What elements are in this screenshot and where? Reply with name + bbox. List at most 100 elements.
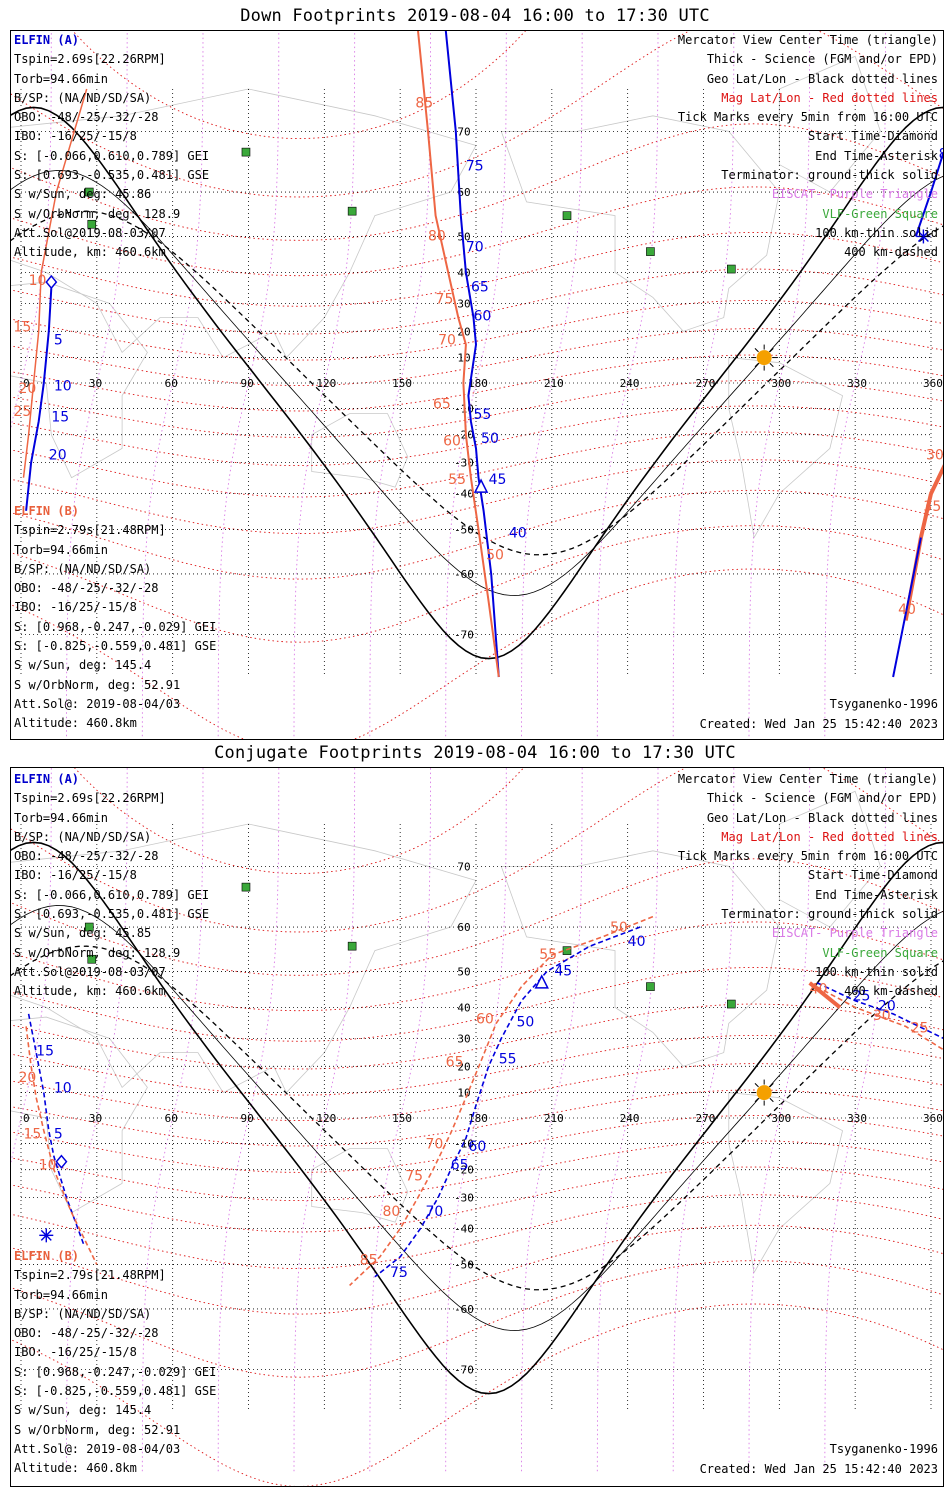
info-line: S: [0.968,-0.247,-0.029] GEI xyxy=(14,619,217,634)
lon-tick-label: 240 xyxy=(620,1112,640,1125)
mag-lon-line xyxy=(521,31,583,737)
elfin-b-track-left xyxy=(22,88,88,478)
vlf-station-marker xyxy=(347,941,357,951)
info-line: S w/OrbNorm, deg: 128.9 xyxy=(14,206,181,221)
elfin-a-tick-label: 75 xyxy=(390,1265,408,1281)
sun-ray xyxy=(754,1083,759,1088)
elfin-b-tick-label: 50 xyxy=(610,920,628,936)
sun-icon xyxy=(751,1079,778,1106)
mag-lat-line xyxy=(11,1115,943,1173)
vlf-station-marker xyxy=(84,922,94,932)
terminator-100km xyxy=(11,170,943,596)
info-line: B/SP: (NA/ND/SD/SA) xyxy=(14,561,152,576)
info-line: S w/OrbNorm, deg: 128.9 xyxy=(14,945,181,960)
mag-lon-line xyxy=(748,31,811,737)
elfin-b-tick-label: 40 xyxy=(898,602,916,618)
sun-disk xyxy=(756,350,772,366)
lat-tick-label: 30 xyxy=(457,1032,470,1045)
legend-item: Thick - Science (FGM and/or EPD) xyxy=(706,52,938,67)
lon-tick-label: 180 xyxy=(468,377,488,390)
elfin-a-tick-label: 20 xyxy=(878,999,896,1015)
lat-tick-label: 70 xyxy=(457,860,470,873)
elfin-b-tick-label: 15 xyxy=(24,1126,42,1142)
mag-lon-line xyxy=(217,31,280,737)
elfin-a-tick-label: 45 xyxy=(489,472,507,488)
end-asterisk xyxy=(917,230,929,242)
landmass-outline xyxy=(311,1148,409,1223)
legend: Mercator View Center Time (triangle) Thi… xyxy=(678,770,938,1002)
elfin-b-tick-label: 55 xyxy=(448,472,466,488)
info-line: Torb=94.66min xyxy=(14,810,108,825)
info-line: Tspin=2.69s[22.26RPM] xyxy=(14,52,166,67)
lat-tick-label: -50 xyxy=(454,524,474,537)
lon-tick-label: 330 xyxy=(847,377,867,390)
mag-lat-line xyxy=(11,123,943,241)
center-triangle xyxy=(473,478,489,493)
info-line: S w/Sun, deg: 45.86 xyxy=(14,187,152,202)
info-line: Att.Sol@2019-08-03/07 xyxy=(14,964,166,979)
elfin-b-tick-label: 30 xyxy=(926,448,943,464)
elfin-b-tick-label: 85 xyxy=(415,95,433,111)
elfin-b-tick-label: 75 xyxy=(405,1169,423,1185)
mag-lat-line xyxy=(11,1303,943,1486)
elfin-b-tick-label: 60 xyxy=(476,1011,494,1027)
mag-lon-line xyxy=(824,768,886,1472)
elfin-b-tick-label: 70 xyxy=(438,333,456,349)
sun-ray xyxy=(754,348,759,353)
mag-lat-line xyxy=(11,380,943,438)
elfin-b-track-right xyxy=(903,464,943,621)
mag-lat-line xyxy=(72,31,526,140)
elfin-a-track-left xyxy=(27,1013,85,1247)
info-line: IBO: -16/25/-15/8 xyxy=(14,600,137,615)
lon-tick-label: 270 xyxy=(696,377,716,390)
elfin-a-tick-label: 40 xyxy=(628,934,646,950)
lon-tick-label: 360 xyxy=(923,377,943,390)
info-line: Altitude: 460.8km xyxy=(14,716,137,731)
mag-lon-line xyxy=(672,31,735,737)
axis-labels: 0 30 60 90 120 150 180 210 240 270 300 330 360706050… xyxy=(23,860,943,1376)
mag-lat-line xyxy=(11,1089,943,1147)
info-line: Altitude, km: 460.6km xyxy=(14,245,166,260)
legend-item: Thick - Science (FGM and/or EPD) xyxy=(706,791,938,806)
lon-tick-label: 0 xyxy=(23,1112,30,1125)
mag-lat-line xyxy=(11,489,943,580)
info-line: B/SP: (NA/ND/SD/SA) xyxy=(14,1306,152,1321)
elfin-a-tick-label: 70 xyxy=(466,240,484,256)
vlf-station-marker xyxy=(241,147,251,157)
mag-lat-line xyxy=(11,1063,943,1121)
lat-tick-label: 10 xyxy=(457,352,470,365)
lat-tick-label: -40 xyxy=(454,488,474,501)
lon-tick-label: 300 xyxy=(771,377,791,390)
vlf-station-marker xyxy=(241,882,251,892)
elfin-b-tick-label: 25 xyxy=(911,1020,929,1036)
elfin-a-tick-label: 60 xyxy=(473,308,491,324)
legend-item: VLF-Green Square xyxy=(822,206,938,221)
info-line: Torb=94.66min xyxy=(14,542,108,557)
vlf-station-marker xyxy=(727,264,736,274)
lat-tick-label: 50 xyxy=(457,965,470,978)
elfin-b-info: ELFIN (B) Tspin=2.79s[21.48RPM] Torb=94.… xyxy=(14,1247,216,1479)
elfin-a-tick-label: 85 xyxy=(939,146,943,162)
landmass-outline xyxy=(11,88,477,359)
info-line: S w/OrbNorm, deg: 52.91 xyxy=(14,1422,181,1437)
legend-item: Start Time-Diamond xyxy=(807,868,938,883)
elfin-b-tick-label: 40 xyxy=(810,982,828,998)
mag-lat-line xyxy=(11,405,943,467)
mag-lon-line xyxy=(293,31,356,737)
elfin-a-tick-label: 55 xyxy=(473,407,491,423)
sun-ray xyxy=(769,362,774,368)
sun-disk xyxy=(756,1085,772,1101)
legend: Mercator View Center Time (triangle) Thi… xyxy=(678,31,938,263)
mag-lat-line xyxy=(11,1166,943,1233)
info-line: OBO: -48/-25/-32/-28 xyxy=(14,581,159,596)
lat-tick-label: 60 xyxy=(457,186,470,199)
legend-item: 400 km-dashed xyxy=(844,245,938,260)
sun-ray xyxy=(769,1083,774,1088)
elfin-b-tick-label: 75 xyxy=(436,291,454,307)
model-label: Tsyganenko-1996 xyxy=(829,1442,938,1456)
elfin-b-header: ELFIN (B) xyxy=(14,1249,80,1263)
mag-lon-line xyxy=(672,768,735,1472)
start-diamond xyxy=(55,1154,68,1169)
legend-item: Start Time-Diamond xyxy=(807,129,938,144)
